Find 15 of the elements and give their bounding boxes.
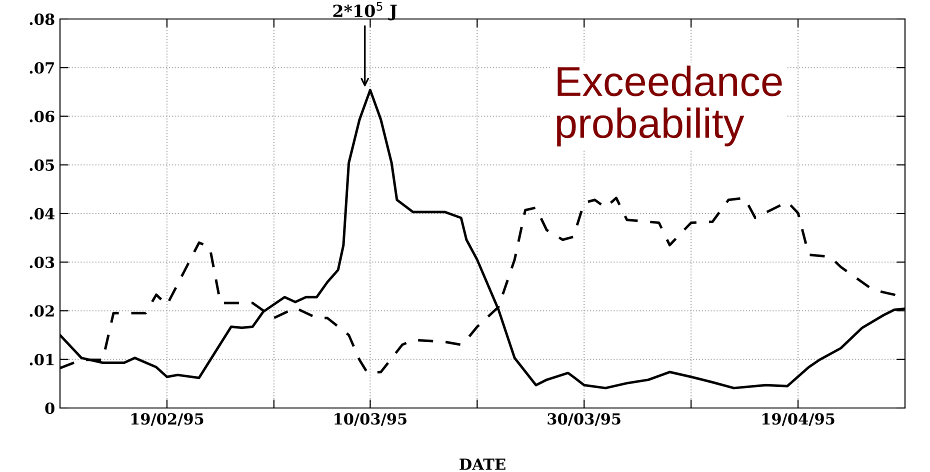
x-tick-label: 10/03/95 [334, 413, 407, 426]
y-tick-label: .07 [30, 62, 54, 74]
y-tick-label: .05 [30, 159, 54, 171]
x-axis-title: DATE [460, 458, 506, 470]
y-tick-label: .08 [30, 13, 54, 26]
y-tick-label: .06 [30, 110, 54, 122]
x-tick-label: 19/02/95 [131, 413, 204, 426]
y-tick-label: .04 [30, 208, 55, 220]
y-tick-label: 0 [45, 402, 54, 414]
y-tick-label: .03 [30, 256, 54, 268]
x-tick-label: 19/04/95 [762, 413, 834, 426]
annotation: Exceedance probability [557, 66, 782, 146]
y-tick-label: .02 [30, 305, 54, 317]
x-tick-label: 30/03/95 [548, 413, 620, 426]
y-tick-label: .01 [30, 354, 54, 366]
